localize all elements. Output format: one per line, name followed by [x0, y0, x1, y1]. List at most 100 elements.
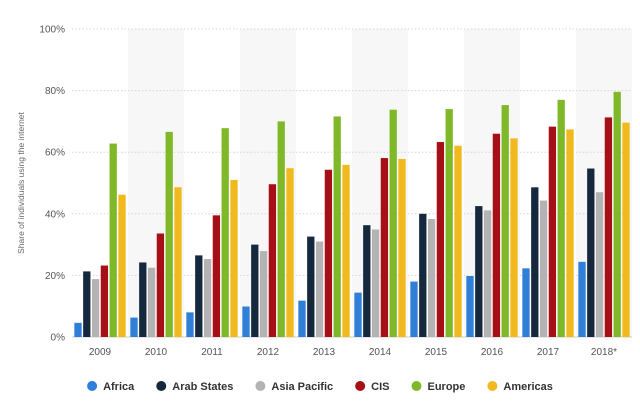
legend-label: Americas	[503, 381, 553, 393]
bar-americas[interactable]	[174, 187, 182, 337]
bar-cis[interactable]	[212, 215, 221, 337]
y-axis-label: Share of individuals using the internet	[16, 111, 26, 253]
bar-europe[interactable]	[333, 116, 341, 337]
legend-swatch	[411, 381, 422, 391]
y-tick-label: 0%	[51, 333, 66, 344]
x-axis-ticks: 2009 2010 2011 2012 2013 2014 2015 2016 2017 2018…	[89, 347, 617, 358]
bar-cis[interactable]	[548, 126, 557, 337]
x-tick-label: 2017	[537, 347, 560, 358]
legend-swatch	[87, 381, 98, 391]
bar-americas[interactable]	[510, 138, 518, 337]
bar-americas[interactable]	[454, 145, 462, 337]
legend-item-asia-pacific[interactable]: Asia Pacific	[255, 381, 333, 393]
y-tick-label: 20%	[45, 271, 65, 282]
bar-europe[interactable]	[445, 109, 453, 337]
bar-cis[interactable]	[268, 184, 277, 337]
bar-africa[interactable]	[74, 322, 82, 337]
bar-asia-pacific[interactable]	[203, 259, 212, 337]
y-tick-label: 60%	[45, 148, 65, 159]
bar-europe[interactable]	[165, 131, 173, 337]
x-tick-label: 2014	[369, 347, 392, 358]
legend-item-europe[interactable]: Europe	[411, 381, 465, 393]
legend-label: Arab States	[172, 381, 233, 393]
bar-europe[interactable]	[277, 121, 285, 338]
bar-africa[interactable]	[130, 317, 138, 337]
x-tick-label: 2016	[481, 347, 504, 358]
bar-americas[interactable]	[622, 122, 630, 337]
y-tick-label: 100%	[39, 25, 65, 36]
bar-africa[interactable]	[242, 306, 250, 337]
bar-arab-states[interactable]	[139, 262, 147, 337]
bar-europe[interactable]	[613, 91, 621, 337]
y-tick-label: 80%	[45, 86, 65, 97]
legend-item-cis[interactable]: CIS	[355, 381, 389, 393]
bars	[74, 91, 630, 338]
bar-africa[interactable]	[354, 292, 362, 337]
bar-americas[interactable]	[118, 194, 126, 337]
bar-europe[interactable]	[389, 109, 397, 337]
bar-europe[interactable]	[221, 128, 229, 337]
x-tick-label: 2018*	[591, 347, 617, 358]
bar-cis[interactable]	[324, 169, 333, 337]
bar-cis[interactable]	[100, 265, 109, 337]
bar-americas[interactable]	[566, 129, 574, 337]
bar-asia-pacific[interactable]	[315, 241, 324, 337]
bar-africa[interactable]	[578, 261, 586, 337]
bar-asia-pacific[interactable]	[483, 210, 492, 337]
bar-cis[interactable]	[380, 158, 389, 337]
bar-arab-states[interactable]	[83, 271, 91, 337]
bar-asia-pacific[interactable]	[595, 192, 604, 337]
bar-americas[interactable]	[342, 164, 350, 337]
bar-arab-states[interactable]	[307, 236, 315, 337]
legend-swatch	[487, 381, 498, 391]
bar-africa[interactable]	[466, 276, 474, 337]
bar-africa[interactable]	[186, 312, 194, 337]
bar-asia-pacific[interactable]	[539, 200, 548, 337]
bar-africa[interactable]	[298, 300, 306, 337]
bar-europe[interactable]	[109, 143, 117, 337]
bar-arab-states[interactable]	[251, 244, 259, 337]
bar-cis[interactable]	[156, 233, 165, 337]
bar-europe[interactable]	[501, 105, 509, 338]
legend: Africa Arab States Asia Pacific CIS Europe Am…	[87, 381, 553, 393]
x-tick-label: 2011	[201, 347, 223, 358]
bar-asia-pacific[interactable]	[259, 251, 268, 337]
bar-arab-states[interactable]	[587, 168, 595, 337]
y-tick-label: 40%	[45, 209, 65, 220]
legend-item-arab-states[interactable]: Arab States	[156, 381, 233, 393]
x-tick-label: 2009	[89, 347, 112, 358]
y-axis-ticks: 0% 20% 40% 60% 80% 100%	[39, 25, 65, 344]
bar-cis[interactable]	[604, 117, 613, 338]
x-tick-label: 2013	[313, 347, 336, 358]
bar-arab-states[interactable]	[531, 187, 539, 337]
bar-asia-pacific[interactable]	[427, 219, 436, 337]
bar-asia-pacific[interactable]	[91, 279, 100, 337]
legend-label: Europe	[427, 381, 465, 393]
legend-item-americas[interactable]: Americas	[487, 381, 553, 393]
bar-arab-states[interactable]	[363, 225, 371, 337]
alternating-bands	[128, 29, 632, 337]
bar-africa[interactable]	[410, 281, 418, 337]
bar-asia-pacific[interactable]	[147, 267, 156, 337]
gridlines	[72, 28, 632, 338]
bar-cis[interactable]	[492, 133, 501, 337]
bar-arab-states[interactable]	[419, 213, 427, 337]
bar-americas[interactable]	[230, 179, 238, 337]
bar-arab-states[interactable]	[195, 255, 203, 337]
bar-asia-pacific[interactable]	[371, 229, 380, 337]
bar-cis[interactable]	[436, 142, 445, 337]
x-tick-label: 2015	[425, 347, 448, 358]
legend-item-africa[interactable]: Africa	[87, 381, 135, 393]
bar-americas[interactable]	[398, 158, 406, 337]
legend-swatch	[255, 381, 266, 391]
bar-europe[interactable]	[557, 99, 565, 337]
legend-swatch	[156, 381, 167, 391]
bar-americas[interactable]	[286, 168, 294, 337]
bar-africa[interactable]	[522, 268, 530, 337]
legend-label: CIS	[371, 381, 389, 393]
legend-swatch	[355, 381, 366, 391]
legend-label: Africa	[103, 381, 135, 393]
legend-label: Asia Pacific	[271, 381, 333, 393]
bar-arab-states[interactable]	[475, 206, 483, 337]
